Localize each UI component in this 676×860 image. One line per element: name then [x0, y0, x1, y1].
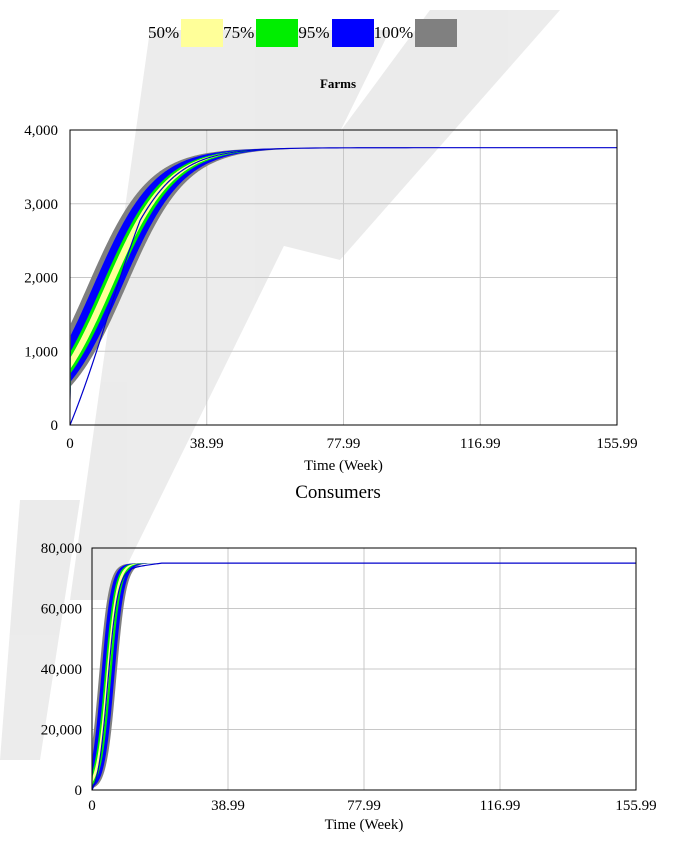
farms-y-tick-label: 4,000	[24, 123, 58, 139]
legend-swatch-50	[181, 19, 224, 47]
consumers-x-axis-label: Time (Week)	[325, 817, 404, 833]
farms-x-tick-label: 155.99	[596, 436, 637, 452]
consumers-x-tick-label: 0	[88, 798, 96, 814]
legend-label-50: 50%	[148, 23, 180, 42]
consumers-plot-frame	[91, 547, 637, 791]
consumers-series-line	[91, 562, 636, 791]
legend-swatch-75	[256, 19, 299, 47]
legend-item-75: 75%	[223, 18, 299, 48]
consumers-y-tick-label: 0	[75, 783, 83, 799]
farms-plot-frame	[69, 129, 618, 426]
legend-item-50: 50%	[148, 18, 224, 48]
farms-x-tick-label: 116.99	[460, 436, 501, 452]
consumers-x-tick-label: 77.99	[347, 798, 381, 814]
legend-item-95: 95%	[298, 18, 374, 48]
farms-x-tick-label: 0	[66, 436, 74, 452]
farms-series-line	[69, 147, 617, 426]
consumers-x-tick-label: 155.99	[615, 798, 656, 814]
farms-x-axis-label: Time (Week)	[304, 458, 383, 474]
legend-item-100: 100%	[374, 18, 458, 48]
legend-label-100: 100%	[373, 23, 414, 42]
consumers-chart-title: Consumers	[295, 482, 381, 503]
farms-y-tick-label: 3,000	[24, 197, 58, 213]
consumers-y-tick-label: 20,000	[41, 723, 82, 739]
legend-swatch-100	[415, 19, 458, 47]
consumers-y-tick-label: 80,000	[41, 541, 82, 557]
farms-y-tick-label: 2,000	[24, 271, 58, 287]
legend-label-95: 95%	[298, 23, 330, 42]
farms-chart-title: Farms	[320, 76, 356, 91]
legend-label-75: 75%	[223, 23, 255, 42]
farms-chart: Farms 0 38.99 77.99 116.99 155.99 0 1,000 2,000 3…	[24, 76, 637, 474]
farms-y-tick-label: 1,000	[24, 344, 58, 360]
consumers-y-tick-label: 40,000	[41, 662, 82, 678]
farms-x-tick-label: 77.99	[327, 436, 361, 452]
consumers-x-tick-label: 116.99	[480, 798, 521, 814]
legend-swatch-95	[331, 19, 374, 47]
farms-y-tick-label: 0	[51, 418, 59, 434]
consumers-chart: Consumers 0 38.99 77.99 116.99 155.99 0 20,000 4…	[41, 482, 657, 833]
consumers-x-tick-label: 38.99	[211, 798, 245, 814]
consumers-y-tick-label: 60,000	[41, 602, 82, 618]
chart-legend: 50% 75% 95% 100%	[148, 18, 458, 48]
farms-x-tick-label: 38.99	[190, 436, 224, 452]
